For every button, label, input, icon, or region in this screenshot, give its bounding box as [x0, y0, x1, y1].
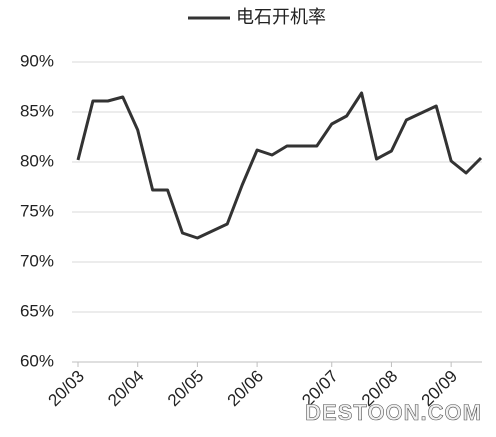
x-tick-label: 20/06: [224, 367, 268, 411]
legend-label: 电石开机率: [236, 7, 326, 27]
y-tick-label: 75%: [20, 201, 54, 220]
y-tick-label: 65%: [20, 301, 54, 320]
y-tick-label: 90%: [20, 51, 54, 70]
x-tick-label: 20/05: [164, 367, 208, 411]
y-tick-label: 85%: [20, 101, 54, 120]
y-tick-label: 70%: [20, 251, 54, 270]
x-tick-label: 20/03: [44, 367, 88, 411]
watermark: DESTOON.COM: [305, 400, 482, 425]
y-tick-label: 80%: [20, 151, 54, 170]
line-series: [76, 91, 483, 240]
x-tick-label: 20/04: [104, 367, 148, 411]
y-tick-label: 60%: [20, 351, 54, 370]
